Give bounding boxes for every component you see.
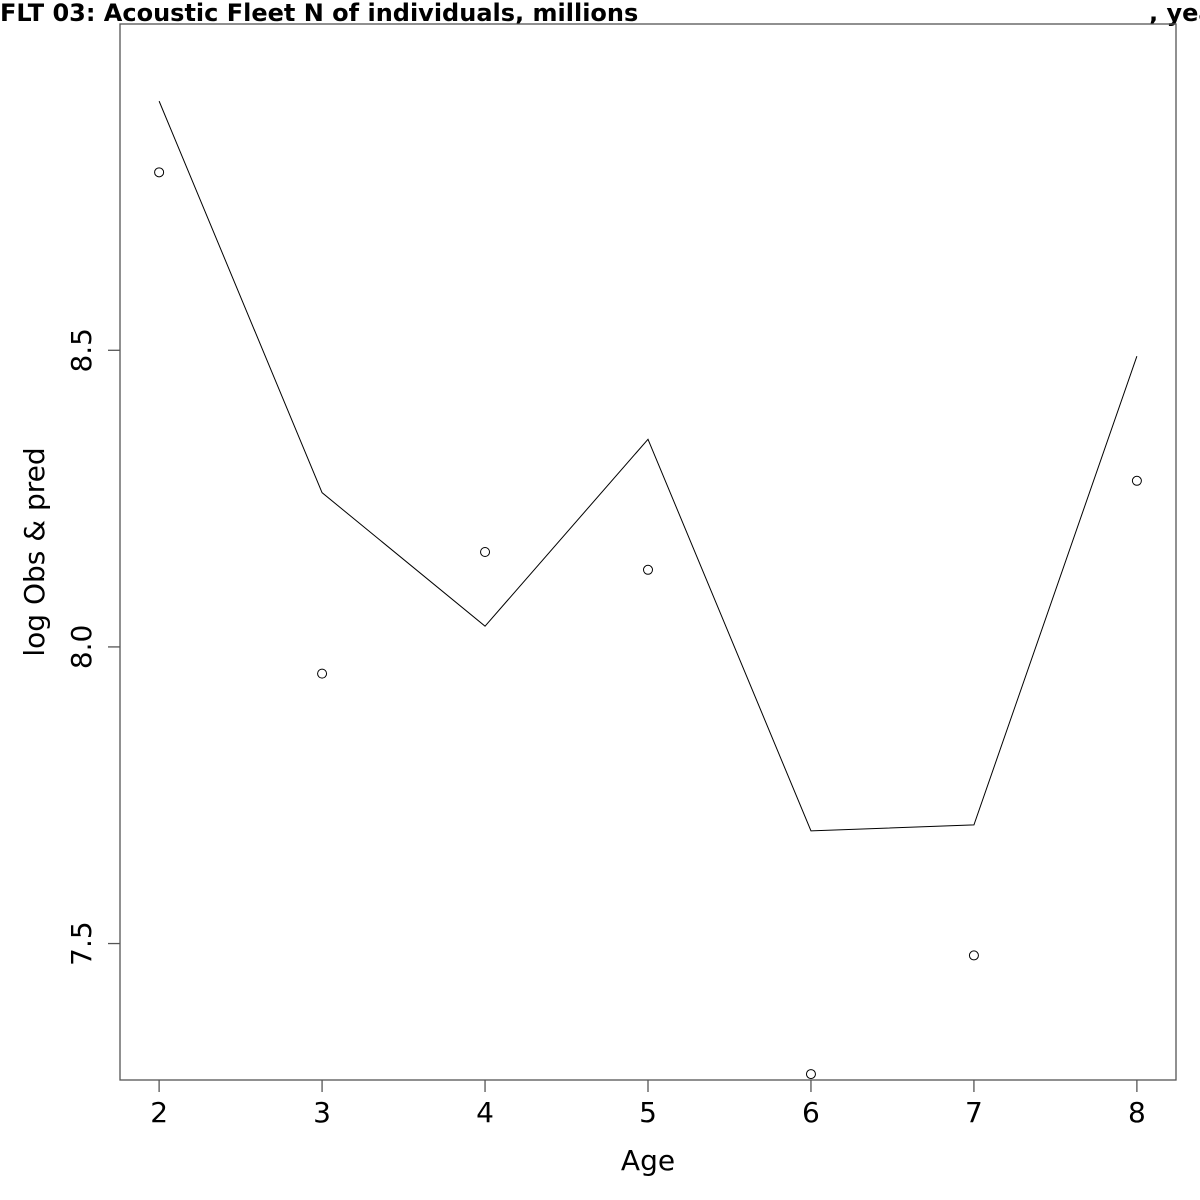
- x-tick-label: 4: [476, 1096, 494, 1129]
- plot-frame: [119, 23, 1177, 1081]
- y-tick-label: 7.5: [65, 921, 98, 966]
- y-tick-label: 8.0: [65, 625, 98, 670]
- observed-point: [1131, 475, 1142, 486]
- x-tick-label: 7: [965, 1096, 983, 1129]
- x-axis: 2 3 4 5 6 7 8: [150, 1080, 1146, 1129]
- observed-point: [968, 950, 979, 961]
- x-tick-label: 6: [802, 1096, 820, 1129]
- observed-point: [480, 547, 491, 557]
- y-axis-label: log Obs & pred: [18, 447, 51, 656]
- chart-title-suffix: , yea: [1149, 0, 1200, 27]
- observed-point: [317, 668, 328, 679]
- x-axis-label: Age: [621, 1144, 675, 1177]
- observed-point: [154, 167, 165, 178]
- x-tick-label: 8: [1128, 1096, 1146, 1129]
- y-axis: 7.5 8.0 8.5: [65, 328, 120, 966]
- x-tick-label: 2: [150, 1096, 168, 1129]
- observed-point: [805, 1069, 816, 1080]
- series-layer: [154, 100, 1142, 1080]
- predicted-line: [158, 100, 1138, 832]
- x-tick-label: 3: [313, 1096, 331, 1129]
- y-tick-label: 8.5: [65, 328, 98, 373]
- observed-point: [643, 564, 653, 575]
- x-tick-label: 5: [639, 1096, 657, 1129]
- chart-title: FLT 03: Acoustic Fleet N of individuals,…: [0, 0, 638, 27]
